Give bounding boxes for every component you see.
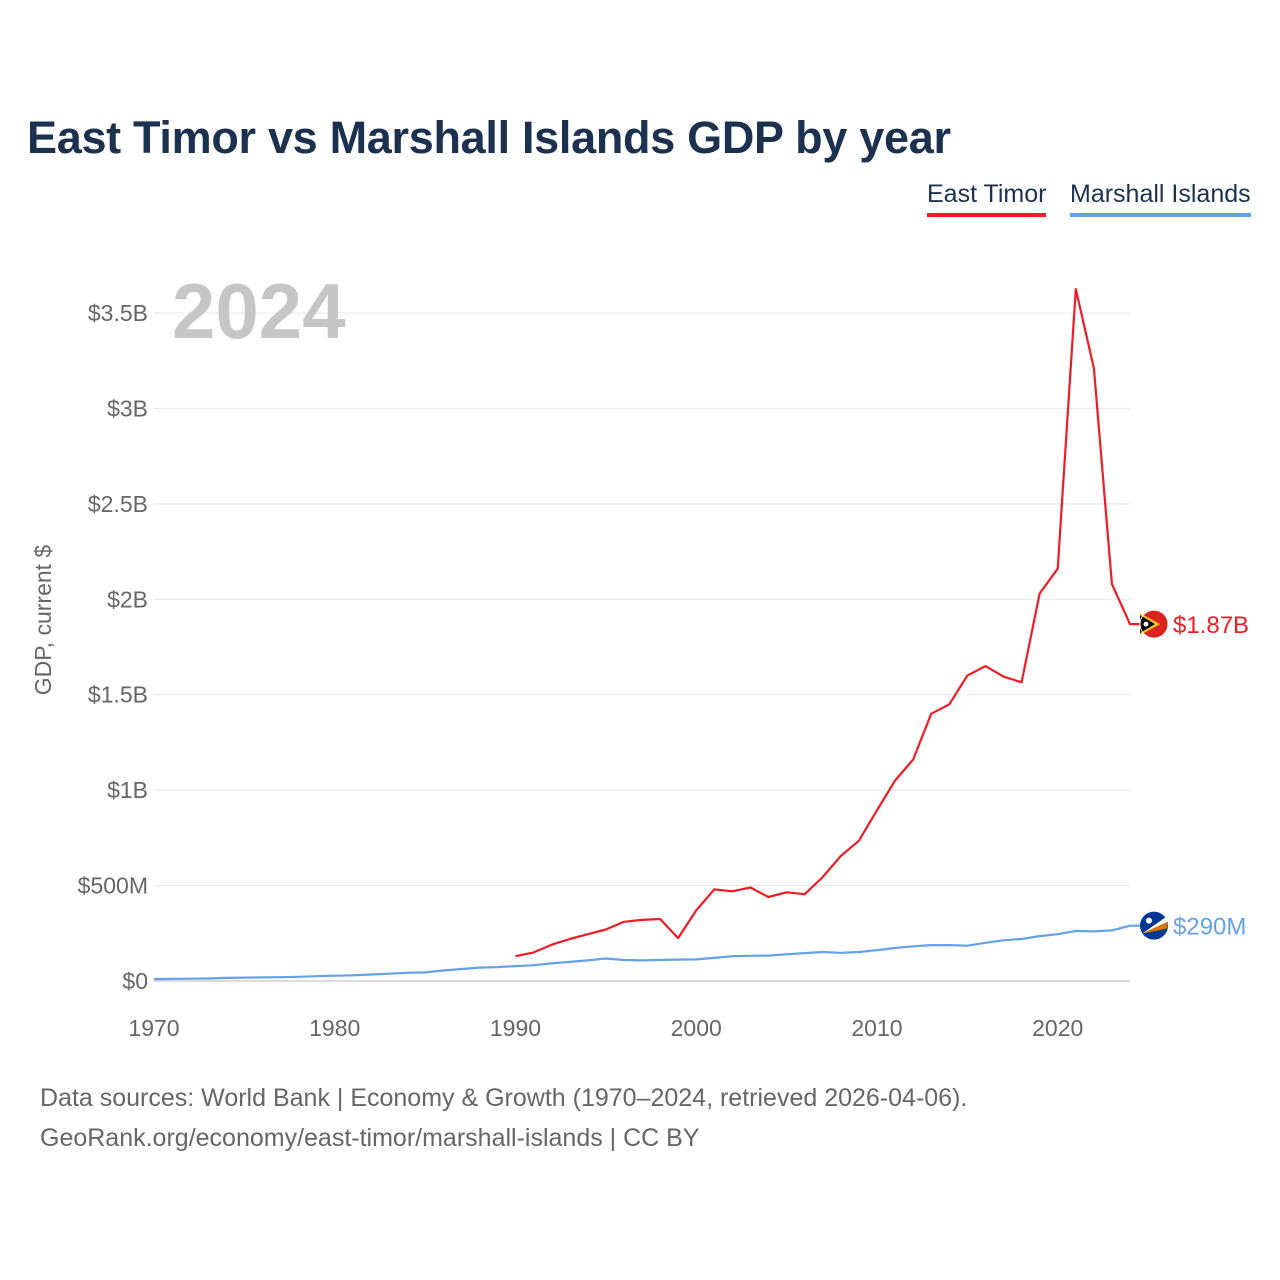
year-watermark: 2024 [172, 267, 346, 355]
legend-east-timor[interactable]: East Timor [927, 180, 1047, 217]
y-tick-label: $500M [78, 873, 148, 899]
legend-marshall-islands[interactable]: Marshall Islands [1070, 180, 1251, 217]
x-tick-label: 2020 [1032, 1015, 1083, 1041]
y-tick-label: $1.5B [88, 682, 148, 708]
y-tick-label: $3B [107, 395, 148, 421]
y-tick-labels: $0 $500M $1B $1.5B $2B $2.5B $3B $3.5B [78, 300, 148, 994]
series-line-marshall-islands[interactable] [153, 924, 1142, 981]
y-tick-label: $2.5B [88, 491, 148, 517]
x-tick-labels: 1970 1980 1990 2000 2010 2020 [128, 1015, 1083, 1041]
x-tick-label: 1970 [128, 1015, 179, 1041]
marshall-islands-flag-icon [1140, 911, 1168, 940]
chart-title: East Timor vs Marshall Islands GDP by ye… [27, 112, 951, 163]
x-tick-label: 1980 [309, 1015, 360, 1041]
y-tick-label: $0 [122, 968, 148, 994]
source-line-2: GeoRank.org/economy/east-timor/marshall-… [40, 1124, 700, 1152]
y-tick-label: $3.5B [88, 300, 148, 326]
x-tick-label: 2000 [671, 1015, 722, 1041]
y-tick-label: $1B [107, 777, 148, 803]
x-tick-label: 2010 [851, 1015, 902, 1041]
x-tick-label: 1990 [490, 1015, 541, 1041]
end-labels: $1.87B $290M [1139, 609, 1249, 941]
y-axis-label: GDP, current $ [30, 545, 56, 696]
end-label-east-timor: $1.87B [1173, 612, 1249, 639]
series-lines [153, 288, 1143, 981]
east-timor-flag-icon [1139, 609, 1169, 639]
grid-lines [154, 312, 1130, 982]
y-tick-label: $2B [107, 586, 148, 612]
series-line-east-timor[interactable] [515, 288, 1143, 958]
end-label-marshall-islands: $290M [1173, 914, 1246, 941]
source-line-1: Data sources: World Bank | Economy & Gro… [40, 1084, 968, 1112]
